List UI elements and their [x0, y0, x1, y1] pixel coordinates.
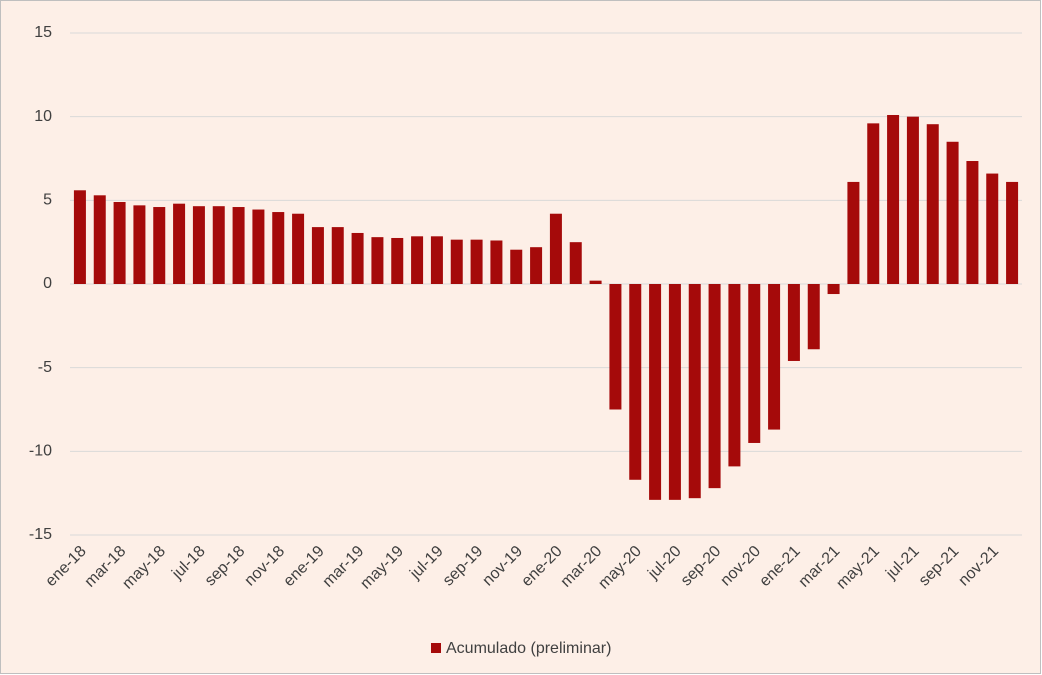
y-tick-label: 5 — [43, 192, 52, 209]
bar — [391, 237, 404, 284]
bar — [430, 236, 443, 284]
bar — [411, 236, 424, 284]
bar — [748, 284, 761, 443]
y-tick-label: -15 — [29, 526, 52, 543]
bar — [688, 284, 701, 499]
legend-label: Acumulado (preliminar) — [446, 640, 611, 657]
bar — [311, 227, 324, 284]
bar — [510, 249, 523, 284]
bar — [827, 284, 840, 295]
bar — [807, 284, 820, 350]
bar — [232, 207, 245, 284]
bar — [192, 206, 205, 284]
bar — [212, 206, 225, 284]
bar — [93, 195, 106, 284]
bar — [589, 280, 602, 284]
bar — [668, 284, 681, 500]
bar — [272, 212, 285, 284]
bar — [490, 240, 503, 284]
bar — [252, 209, 265, 284]
bar — [629, 284, 642, 480]
bar — [787, 284, 800, 361]
y-tick-label: -5 — [38, 359, 52, 376]
bar — [946, 141, 959, 284]
bar — [847, 181, 860, 284]
bar — [609, 284, 622, 410]
bar — [867, 123, 880, 284]
bar — [649, 284, 662, 500]
bar — [986, 173, 999, 284]
bar — [887, 114, 900, 284]
bar — [1006, 181, 1019, 284]
legend-swatch — [431, 643, 441, 653]
bar — [906, 116, 919, 285]
bar — [133, 205, 146, 284]
bar — [569, 242, 582, 284]
bar — [173, 203, 186, 284]
bar — [926, 124, 939, 285]
bar — [292, 213, 305, 284]
bar — [351, 232, 364, 284]
bar — [530, 247, 543, 284]
bar — [708, 284, 721, 489]
y-tick-label: 15 — [34, 24, 52, 41]
y-tick-label: 0 — [43, 275, 52, 292]
bar — [470, 239, 483, 284]
bar — [768, 284, 781, 430]
bar — [371, 237, 384, 284]
bar — [153, 207, 166, 284]
y-tick-label: -10 — [29, 443, 52, 460]
bar — [549, 213, 562, 284]
bar — [450, 239, 463, 284]
y-tick-label: 10 — [34, 108, 52, 125]
bar — [331, 227, 344, 284]
bar — [966, 161, 979, 284]
bar — [113, 202, 126, 284]
bar — [73, 190, 86, 284]
bar — [728, 284, 741, 467]
